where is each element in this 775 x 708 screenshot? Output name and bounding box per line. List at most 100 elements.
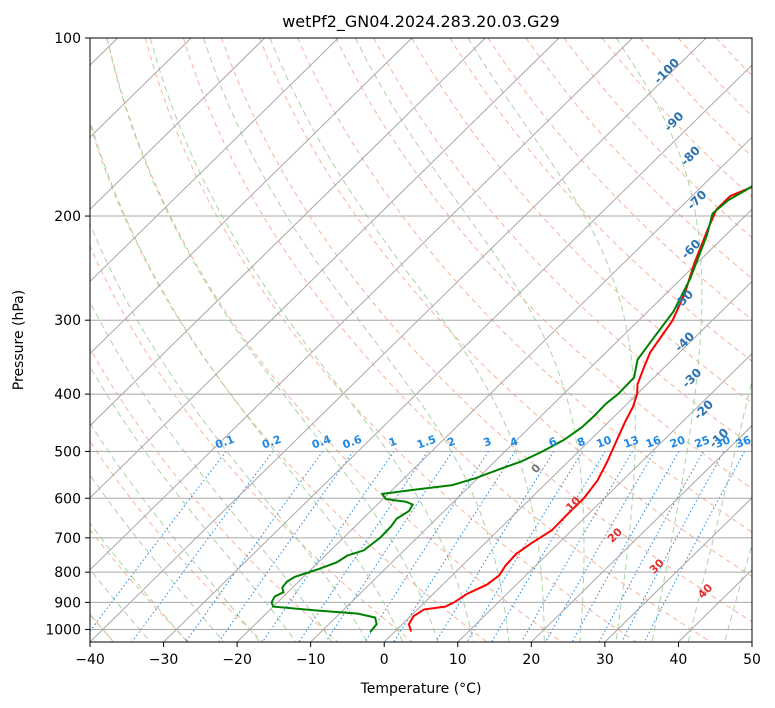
y-tick-label: 900 [54,595,81,611]
isotherm [163,64,752,642]
y-tick-label: 700 [54,531,81,547]
x-tick-label: −30 [149,652,179,668]
mixing-ratio-line [325,451,453,642]
y-tick-label: 200 [54,209,81,225]
moist-adiabat [90,522,188,642]
dry-adiabat [335,38,752,490]
mixing-ratio-line [571,451,680,642]
moist-adiabat [615,38,703,642]
x-tick-label: −20 [222,652,252,668]
x-axis-label: Temperature (°C) [360,681,482,697]
mixing-ratio-label: 13 [622,433,641,450]
dry-adiabat [182,38,712,642]
mixing-ratio-label: 3 [482,435,494,450]
temperature-line [407,185,752,632]
moist-adiabat [90,365,297,642]
sounding-series [270,185,752,633]
dry-adiabat [297,38,752,533]
moist-adiabat [724,542,752,642]
mixing-ratio-line [643,451,746,642]
mixing-ratio-label: 0.2 [260,433,283,452]
mixing-ratio-label: 8 [575,435,587,450]
mixing-ratio-label: 0.1 [213,433,236,452]
y-tick-label: 800 [54,565,81,581]
isotherm [236,136,752,642]
moist-adiabat [269,38,545,642]
mixing-ratio-line [466,451,583,642]
plot-frame [89,37,753,643]
isotherm [90,38,633,571]
mixing-ratio-label: 4 [508,435,520,450]
mixing-ratio-line [598,451,704,642]
moist-adiabat [106,38,439,642]
isotherm [604,497,752,642]
isotherm [90,38,413,355]
isotherm [90,38,339,283]
mixing-ratio-line [90,451,227,632]
mixing-ratio-line [218,451,354,642]
dry-adiabat [221,38,752,623]
dry-adiabat [90,440,264,642]
y-tick-label: 500 [54,444,81,460]
x-tick-label: 10 [449,652,467,668]
dry-adiabat [106,38,562,642]
isotherm [90,38,707,642]
mixing-ratio-line [131,451,274,642]
x-tick-label: 20 [522,652,540,668]
moist-adiabat [687,377,752,642]
isotherm [90,38,266,210]
x-axis: −40 −30 −20 −10 0 10 20 30 40 50 [75,642,761,668]
y-axis: 100 200 300 400 500 600 700 800 900 1000 [45,31,90,638]
isotherm [530,424,752,642]
y-tick-label: 600 [54,491,81,507]
moist-adiabat [467,38,636,642]
background-lines [90,38,752,642]
y-axis-label: Pressure (hPa) [11,290,27,390]
mixing-ratio-label: 10 [595,433,614,451]
mixing-ratio-label: 1.5 [415,433,438,452]
dry-adiabat [259,38,752,578]
chart-title: wetPf2_GN04.2024.283.20.03.G29 [282,12,560,32]
mixing-ratio-label: 20 [668,433,687,451]
moist-adiabat [90,422,261,642]
x-tick-label: 0 [380,652,389,668]
mixing-ratio-label: 1 [387,435,399,450]
mixing-ratio-label: 16 [644,433,663,451]
y-tick-label: 400 [54,387,81,403]
isotherm [90,38,486,427]
mixing-ratio-line [545,451,655,642]
mixing-ratio-label: 30 [713,433,732,451]
moist-adiabat [149,38,474,642]
dry-adiabat [487,38,752,321]
isotherm [310,208,752,642]
mixing-ratio-label: 36 [734,433,753,451]
x-tick-label: −10 [296,652,326,668]
x-tick-label: 50 [743,652,761,668]
dewpoint-line [270,185,752,633]
mixing-ratio-label: 25 [693,433,712,450]
moist-adiabat [90,568,151,642]
isotherm [457,352,752,642]
mixing-ratio-label: 6 [547,435,559,450]
mixing-ratio-label: 0.6 [341,433,364,452]
moist-adiabat [90,118,404,642]
x-tick-label: −40 [75,652,105,668]
mixing-ratio-line [435,451,555,642]
isotherm [90,38,560,499]
moist-adiabat [90,474,224,642]
mixing-ratio-line [298,451,429,642]
mixing-ratio-line [185,451,324,642]
mixing-ratio-label: 2 [445,435,457,450]
x-tick-label: 40 [670,652,688,668]
moist-adiabat [202,38,510,642]
mixing-ratio-label: 0.4 [310,433,333,452]
moist-adiabat [354,38,585,642]
moist-adiabat [90,222,368,642]
y-tick-label: 100 [54,31,81,47]
x-tick-label: 30 [596,652,614,668]
mixing-ratio-line [621,451,725,642]
isotherm [383,280,752,642]
mixing-ratio-line [262,451,395,642]
